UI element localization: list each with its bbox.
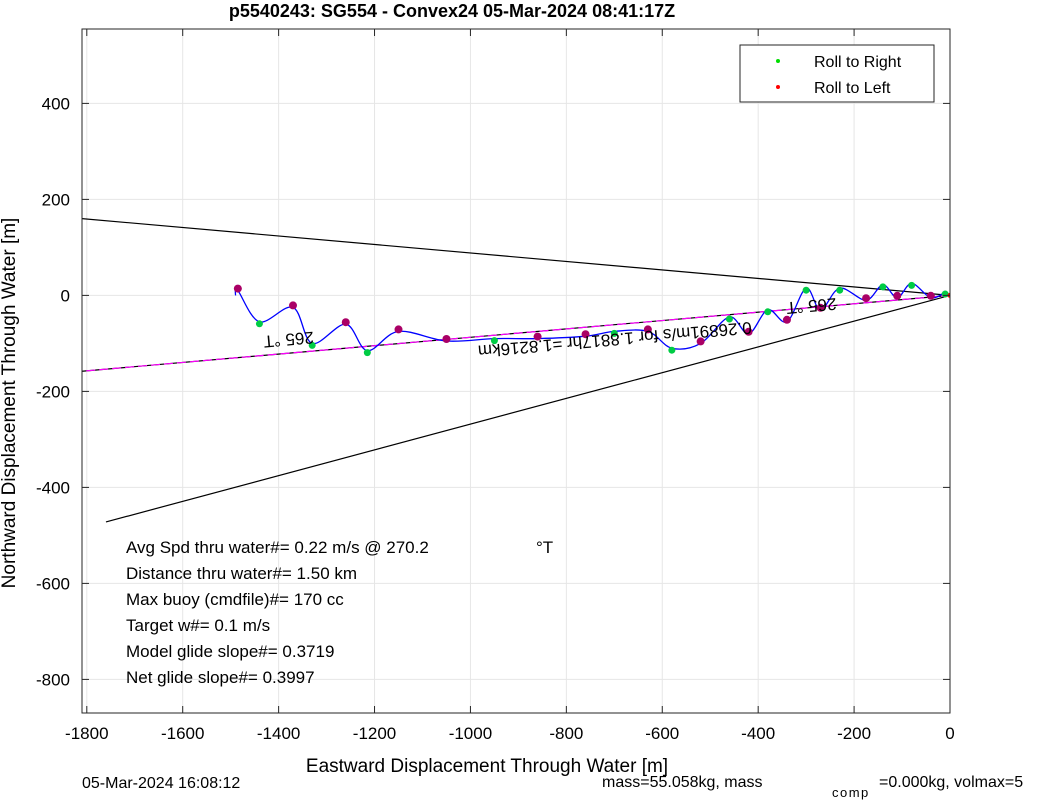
roll-left-marker (862, 294, 871, 303)
x-tick-label: -1400 (257, 724, 300, 743)
stat-max-buoy: Max buoy (cmdfile)#= 170 cc (126, 590, 344, 609)
legend-marker-roll-left (776, 85, 780, 89)
x-tick-label: -200 (837, 724, 871, 743)
roll-left-marker (289, 301, 298, 310)
roll-left-marker (696, 337, 705, 346)
stat-avg-speed: Avg Spd thru water#= 0.22 m/s @ 270.2 (126, 538, 429, 557)
reference-line-0 (82, 218, 950, 296)
track-annotation: 265 °T (786, 294, 838, 317)
footer-mass: mass=55.058kg, mass (602, 774, 763, 791)
roll-right-marker (879, 283, 887, 291)
stat-target-w: Target w#= 0.1 m/s (126, 616, 270, 635)
footer-mass-subscript: comp (832, 785, 870, 800)
legend-box (739, 44, 935, 103)
roll-right-marker (668, 346, 676, 354)
roll-left-marker (816, 303, 825, 312)
x-tick-label: -1800 (65, 724, 108, 743)
y-tick-label: -600 (36, 574, 70, 593)
roll-left-marker (233, 284, 242, 293)
reference-line-3 (82, 294, 950, 372)
reference-line-1 (105, 294, 950, 523)
footer-timestamp: 05-Mar-2024 16:08:12 (82, 775, 240, 792)
plot-area (82, 29, 950, 713)
roll-left-marker (893, 291, 902, 300)
roll-left-marker (643, 325, 652, 334)
roll-left-marker (533, 332, 542, 341)
axes-box (81, 28, 951, 714)
roll-right-marker (725, 315, 733, 323)
footer: 05-Mar-2024 16:08:12 mass=55.058kg, mass… (82, 774, 1023, 800)
y-tick-label: -200 (36, 382, 70, 401)
roll-right-marker (490, 337, 498, 345)
x-tick-label: 0 (945, 724, 954, 743)
roll-right-marker (908, 281, 916, 289)
track-annotation: 265 °T (263, 328, 315, 351)
roll-left-marker (341, 318, 350, 327)
y-axis-label: Northward Displacement Through Water [m] (0, 218, 20, 589)
roll-right-marker (610, 329, 618, 337)
roll-right-marker (941, 290, 949, 298)
x-tick-label: -1000 (449, 724, 492, 743)
roll-right-marker (308, 341, 316, 349)
legend-marker-roll-right (776, 59, 780, 63)
roll-left-marker (581, 330, 590, 339)
roll-left-marker (442, 335, 451, 343)
roll-right-marker (363, 349, 371, 357)
series-layer (82, 218, 950, 523)
legend: Roll to Right Roll to Left (739, 44, 935, 103)
stat-distance: Distance thru water#= 1.50 km (126, 564, 357, 583)
legend-label-roll-left: Roll to Left (814, 80, 891, 97)
stat-model-glide: Model glide slope#= 0.3719 (126, 642, 334, 661)
roll-left-marker (744, 327, 753, 336)
roll-left-marker (782, 315, 791, 324)
stat-avg-speed-unit: °T (536, 538, 553, 557)
legend-label-roll-right: Roll to Right (814, 54, 902, 71)
y-tick-label: 200 (42, 190, 70, 209)
y-tick-label: 0 (61, 286, 70, 305)
roll-right-marker (764, 308, 772, 316)
chart-title: p5540243: SG554 - Convex24 05-Mar-2024 0… (229, 1, 675, 21)
x-tick-label: -800 (549, 724, 583, 743)
axis-ticks: -1800 -1600 -1400 -1200 -1000 -800 -600 -400 -20… (36, 29, 955, 743)
roll-right-marker (802, 286, 810, 294)
y-tick-label: -800 (36, 670, 70, 689)
stat-net-glide: Net glide slope#= 0.3997 (126, 668, 315, 687)
roll-left-marker (394, 325, 403, 334)
x-tick-label: -1200 (353, 724, 396, 743)
x-tick-label: -600 (645, 724, 679, 743)
x-tick-label: -1600 (161, 724, 204, 743)
stats-block: Avg Spd thru water#= 0.22 m/s @ 270.2 °T… (126, 538, 553, 687)
roll-left-marker (926, 291, 935, 300)
y-tick-label: -400 (36, 478, 70, 497)
footer-mass-volmax: =0.000kg, volmax=5 (879, 774, 1023, 791)
y-tick-label: 400 (42, 94, 70, 113)
roll-right-marker (836, 286, 844, 294)
x-axis-label: Eastward Displacement Through Water [m] (306, 756, 668, 777)
roll-right-marker (255, 320, 263, 328)
x-tick-label: -400 (741, 724, 775, 743)
